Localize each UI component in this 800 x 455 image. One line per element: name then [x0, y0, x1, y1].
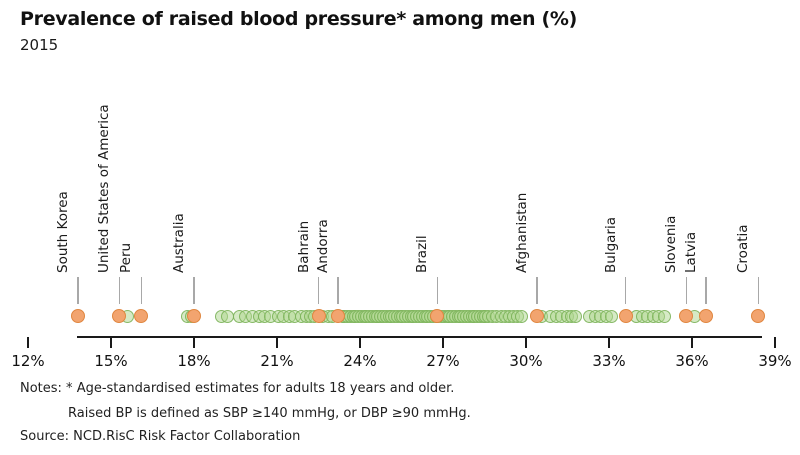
- label-leader-line: [705, 277, 707, 304]
- note-line-2: Raised BP is defined as SBP ≥140 mmHg, o…: [68, 406, 471, 421]
- label-leader-line: [624, 277, 627, 304]
- x-axis-line: [76, 336, 763, 338]
- x-axis-tick-label: 33%: [592, 352, 626, 370]
- label-leader-line: [536, 277, 538, 304]
- country-label-peru: Peru: [118, 242, 135, 273]
- x-axis-tick-label: 18%: [177, 352, 211, 370]
- highlight-dot-andorra: [330, 309, 345, 323]
- highlight-dot-croatia: [751, 309, 766, 323]
- x-axis-tick-label: 36%: [675, 352, 709, 370]
- highlight-dot-australia: [187, 309, 201, 323]
- x-axis-tick-label: 12%: [11, 352, 45, 370]
- source-note: Source: NCD.RisC Risk Factor Collaborati…: [20, 429, 301, 444]
- country-dot: [515, 309, 529, 323]
- country-label-andorra: Andorra: [314, 219, 331, 273]
- x-axis-tick-label: 30%: [509, 352, 543, 370]
- x-axis-tick-label: 24%: [343, 352, 377, 370]
- x-axis-tick-label: 21%: [260, 352, 294, 370]
- label-leader-line: [317, 277, 320, 304]
- country-dot: [569, 309, 583, 323]
- country-dot: [605, 309, 619, 323]
- x-axis-tick: [193, 337, 195, 348]
- highlight-dot-slovenia: [679, 309, 694, 323]
- chart-subtitle: 2015: [20, 36, 59, 54]
- x-axis-tick: [359, 337, 361, 348]
- label-leader-line: [757, 277, 760, 304]
- x-axis-tick-label: 27%: [426, 352, 460, 370]
- x-axis-tick: [774, 337, 776, 348]
- x-axis-tick: [442, 337, 444, 348]
- label-leader-line: [77, 277, 79, 304]
- highlight-dot-latvia: [698, 309, 713, 323]
- label-leader-line: [337, 277, 339, 304]
- country-label-afghanistan: Afghanistan: [514, 192, 531, 273]
- country-dot: [657, 309, 671, 323]
- x-axis-tick: [691, 337, 693, 348]
- x-axis-tick-label: 15%: [94, 352, 128, 370]
- chart-title: Prevalence of raised blood pressure* amo…: [20, 8, 578, 30]
- country-label-australia: Australia: [171, 213, 187, 273]
- x-axis-tick: [608, 337, 610, 348]
- x-axis-tick: [276, 337, 278, 348]
- label-leader-line: [436, 277, 439, 304]
- highlight-dot-bulgaria: [618, 309, 633, 323]
- highlight-dot-bahrain: [311, 309, 326, 323]
- highlight-dot-south-korea: [70, 309, 85, 323]
- label-leader-line: [118, 277, 121, 304]
- country-dot: [220, 309, 234, 323]
- x-axis-tick: [110, 337, 112, 348]
- country-label-brazil: Brazil: [414, 235, 431, 273]
- country-label-croatia: Croatia: [735, 224, 752, 273]
- x-axis-tick: [27, 337, 29, 348]
- note-line-1: Notes: * Age-standardised estimates for …: [20, 381, 455, 396]
- highlight-dot-brazil: [430, 309, 445, 323]
- highlight-dot-afghanistan: [530, 309, 545, 323]
- label-leader-line: [193, 277, 195, 304]
- x-axis-tick: [525, 337, 527, 348]
- highlight-dot-united-states-of-america: [112, 309, 127, 323]
- country-label-latvia: Latvia: [682, 231, 699, 273]
- x-axis-tick-label: 39%: [758, 352, 792, 370]
- label-leader-line: [685, 277, 688, 304]
- highlight-dot-peru: [134, 309, 149, 323]
- label-leader-line: [140, 277, 143, 304]
